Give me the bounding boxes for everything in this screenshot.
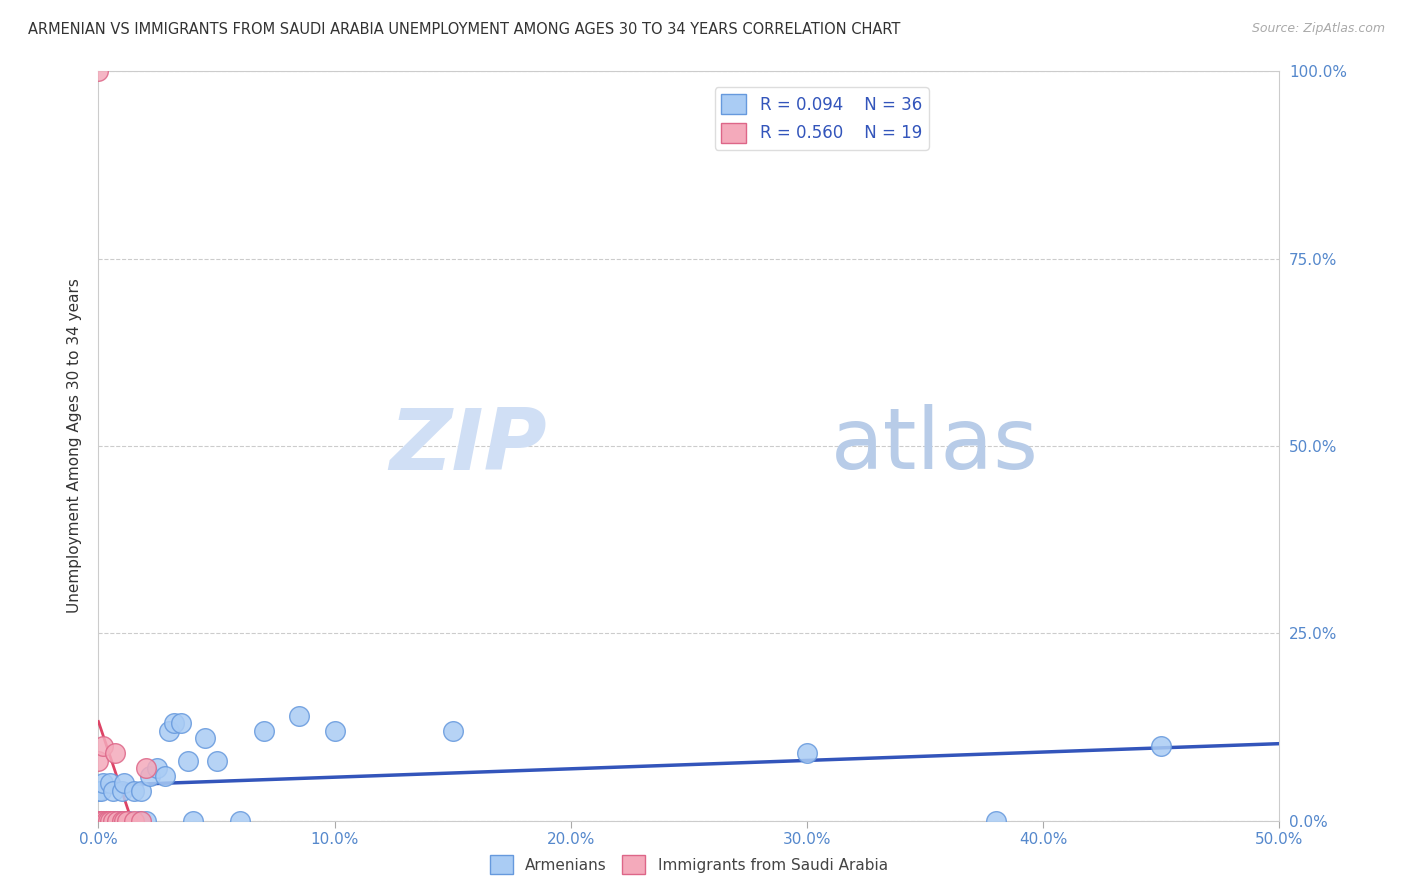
Point <box>128 814 150 828</box>
Point <box>229 814 252 828</box>
Point <box>91 776 114 790</box>
Text: ZIP: ZIP <box>389 404 547 488</box>
Point <box>115 814 138 828</box>
Point <box>104 746 127 760</box>
Point <box>112 776 135 790</box>
Point <box>91 739 114 753</box>
Point <box>91 814 114 828</box>
Point <box>87 754 110 768</box>
Point <box>111 814 134 828</box>
Point <box>108 814 131 828</box>
Point <box>205 754 228 768</box>
Point <box>97 814 120 828</box>
Legend: Armenians, Immigrants from Saudi Arabia: Armenians, Immigrants from Saudi Arabia <box>484 849 894 880</box>
Point <box>104 814 127 828</box>
Point <box>796 746 818 760</box>
Point <box>139 769 162 783</box>
Point <box>101 814 124 828</box>
Point <box>129 783 152 797</box>
Point <box>98 776 121 790</box>
Point <box>90 814 112 828</box>
Point <box>135 761 157 775</box>
Point <box>163 716 186 731</box>
Point <box>253 723 276 738</box>
Point <box>87 783 110 797</box>
Point <box>984 814 1007 828</box>
Point <box>87 64 110 78</box>
Point <box>111 783 134 797</box>
Point <box>129 814 152 828</box>
Point <box>105 814 128 828</box>
Point <box>97 814 120 828</box>
Point <box>105 814 128 828</box>
Point <box>146 761 169 775</box>
Point <box>170 716 193 731</box>
Point <box>87 814 110 828</box>
Legend: R = 0.094    N = 36, R = 0.560    N = 19: R = 0.094 N = 36, R = 0.560 N = 19 <box>714 87 928 150</box>
Text: ARMENIAN VS IMMIGRANTS FROM SAUDI ARABIA UNEMPLOYMENT AMONG AGES 30 TO 34 YEARS : ARMENIAN VS IMMIGRANTS FROM SAUDI ARABIA… <box>28 22 900 37</box>
Point <box>135 814 157 828</box>
Point <box>181 814 204 828</box>
Point <box>122 814 145 828</box>
Point <box>94 814 117 828</box>
Point <box>153 769 176 783</box>
Point <box>115 814 138 828</box>
Point <box>441 723 464 738</box>
Point <box>323 723 346 738</box>
Point <box>122 783 145 797</box>
Point <box>94 814 117 828</box>
Point <box>194 731 217 746</box>
Point <box>177 754 200 768</box>
Point <box>288 708 311 723</box>
Point <box>90 814 112 828</box>
Text: Source: ZipAtlas.com: Source: ZipAtlas.com <box>1251 22 1385 36</box>
Point <box>112 814 135 828</box>
Y-axis label: Unemployment Among Ages 30 to 34 years: Unemployment Among Ages 30 to 34 years <box>67 278 83 614</box>
Text: atlas: atlas <box>831 404 1039 488</box>
Point <box>90 783 112 797</box>
Point <box>157 723 180 738</box>
Point <box>101 783 124 797</box>
Point <box>1150 739 1173 753</box>
Point <box>118 814 141 828</box>
Point <box>98 814 121 828</box>
